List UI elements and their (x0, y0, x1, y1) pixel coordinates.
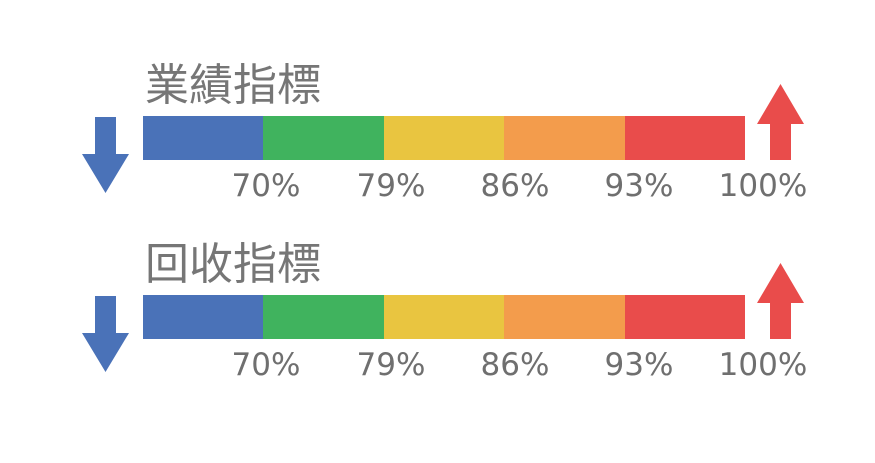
indicator-title: 業績指標 (145, 60, 321, 111)
threshold-label: 79% (356, 347, 426, 383)
performance-indicator: 業績指標 70% 79% 86% 93% 100% (0, 61, 875, 241)
scale-segment-red (625, 116, 745, 160)
threshold-label: 70% (231, 347, 301, 383)
color-scale-bar (143, 116, 745, 160)
indicator-title: 回收指標 (145, 239, 321, 290)
scale-segment-yellow (384, 295, 504, 339)
arrow-up-icon (757, 263, 804, 339)
scale-segment-green (263, 295, 384, 339)
arrow-down-icon (82, 296, 129, 372)
threshold-label: 70% (231, 168, 301, 204)
scale-segment-orange (504, 116, 625, 160)
color-scale-bar (143, 295, 745, 339)
arrow-up-icon (757, 84, 804, 160)
arrow-down-icon (82, 117, 129, 193)
collection-indicator: 回收指標 70% 79% 86% 93% 100% (0, 240, 875, 420)
threshold-label: 86% (480, 347, 550, 383)
scale-segment-green (263, 116, 384, 160)
threshold-label: 100% (718, 168, 808, 204)
scale-segment-blue (143, 295, 263, 339)
threshold-label: 100% (718, 347, 808, 383)
scale-segment-yellow (384, 116, 504, 160)
threshold-label: 79% (356, 168, 426, 204)
scale-segment-orange (504, 295, 625, 339)
threshold-label: 86% (480, 168, 550, 204)
scale-segment-blue (143, 116, 263, 160)
threshold-label: 93% (604, 347, 674, 383)
threshold-label: 93% (604, 168, 674, 204)
scale-segment-red (625, 295, 745, 339)
